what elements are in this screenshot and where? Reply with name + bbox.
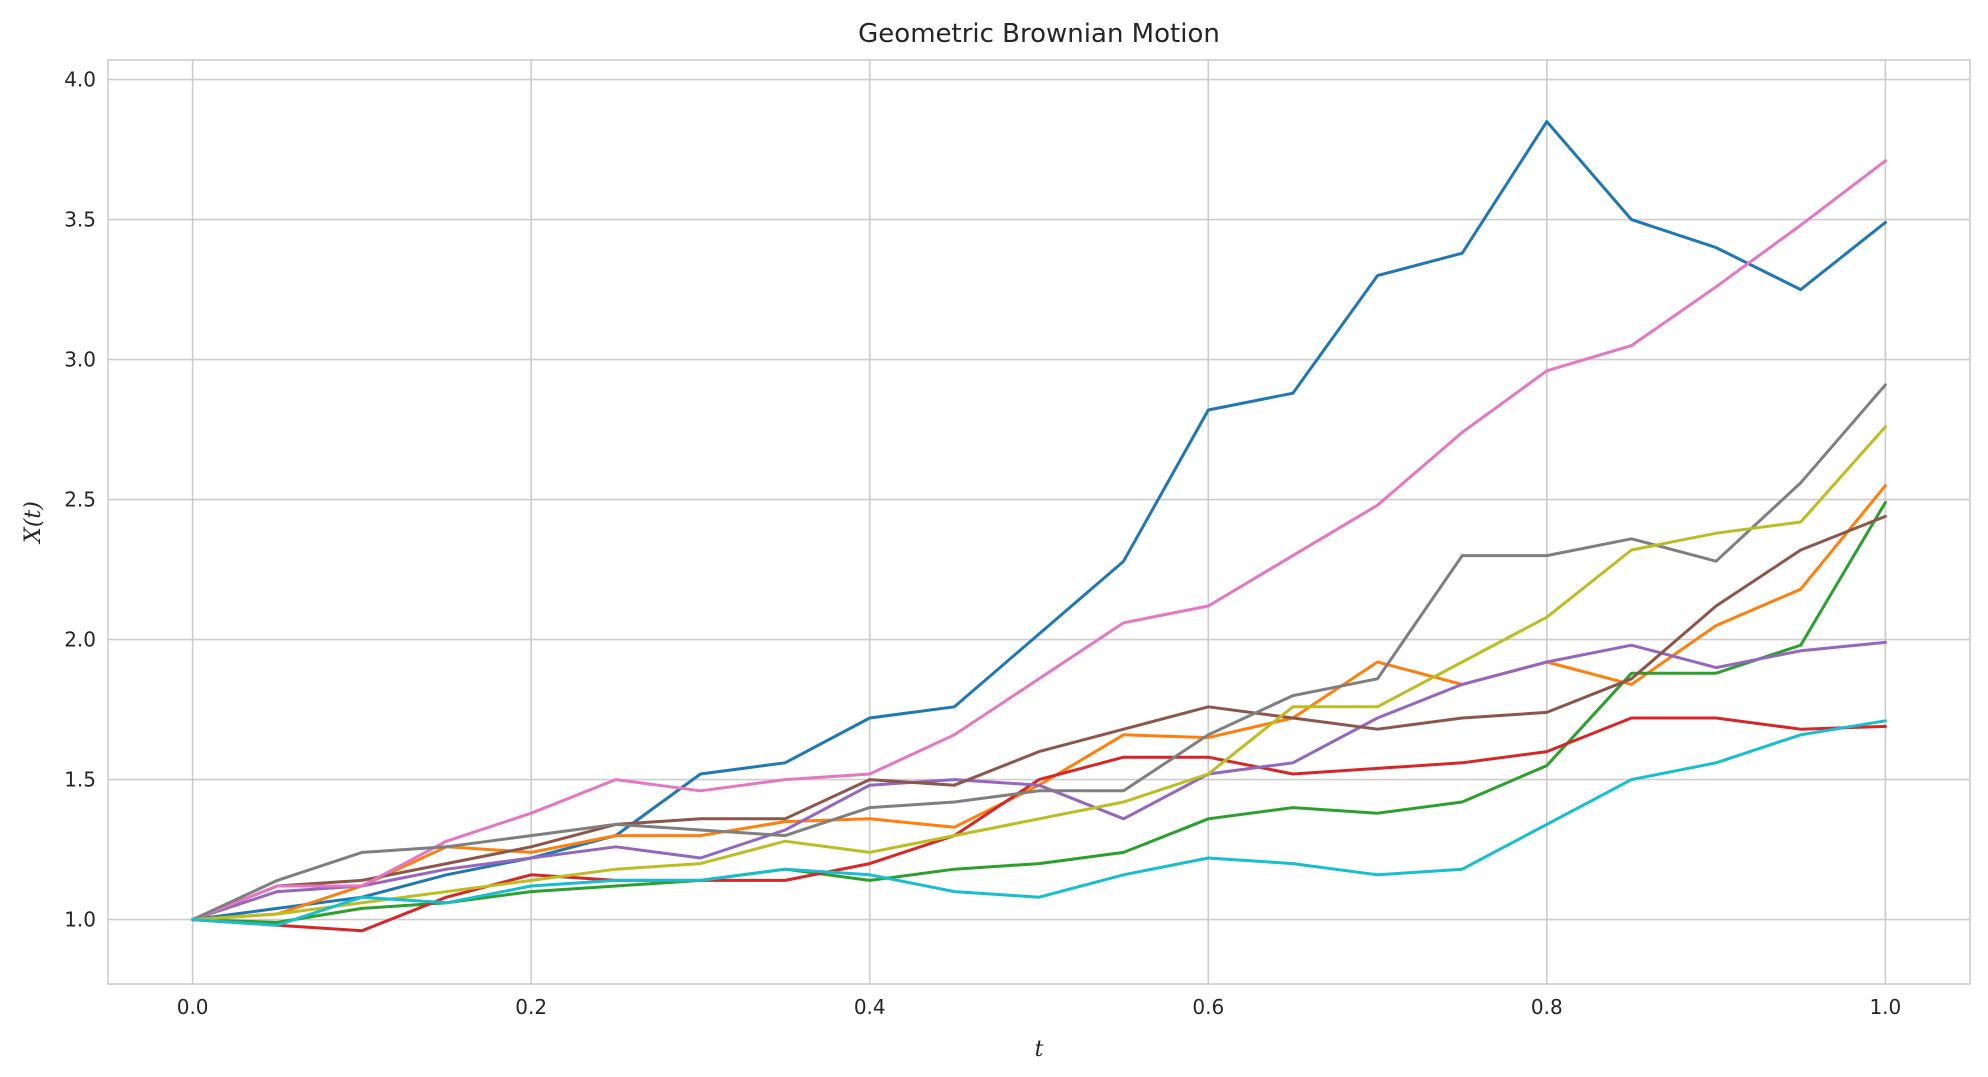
- y-tick-labels: 1.0 1.5 2.0 2.5 3.0 3.5 4.0: [64, 68, 96, 932]
- y-tick-label: 2.0: [64, 628, 96, 652]
- series-line-1: [191, 120, 1887, 922]
- x-tick-label: 1.0: [1869, 995, 1901, 1019]
- y-tick-label: 2.5: [64, 488, 96, 512]
- y-axis-label: X(t): [21, 501, 46, 545]
- series-line-9: [191, 425, 1887, 922]
- y-tick-label: 3.5: [64, 208, 96, 232]
- x-axis-label: t: [1035, 1037, 1044, 1062]
- x-tick-label: 0.8: [1531, 995, 1563, 1019]
- y-tick-label: 4.0: [64, 68, 96, 92]
- series-line-8: [191, 383, 1887, 922]
- y-tick-label: 1.5: [64, 768, 96, 792]
- series-line-10: [191, 719, 1887, 927]
- series-line-5: [191, 640, 1887, 922]
- x-tick-labels: 0.0 0.2 0.4 0.6 0.8 1.0: [177, 995, 1902, 1019]
- chart-title: Geometric Brownian Motion: [858, 19, 1220, 49]
- y-tick-label: 3.0: [64, 348, 96, 372]
- series-line-6: [191, 514, 1887, 922]
- series-line-3: [191, 500, 1887, 924]
- grid: [108, 60, 1970, 984]
- series-line-4: [191, 716, 1887, 933]
- x-tick-label: 0.0: [177, 995, 209, 1019]
- plot-area-frame: [107, 59, 1971, 985]
- x-tick-label: 0.6: [1192, 995, 1224, 1019]
- x-tick-label: 0.4: [854, 995, 886, 1019]
- series-lines: [191, 120, 1887, 933]
- series-line-7: [191, 159, 1887, 922]
- y-tick-label: 1.0: [64, 908, 96, 932]
- x-tick-label: 0.2: [515, 995, 547, 1019]
